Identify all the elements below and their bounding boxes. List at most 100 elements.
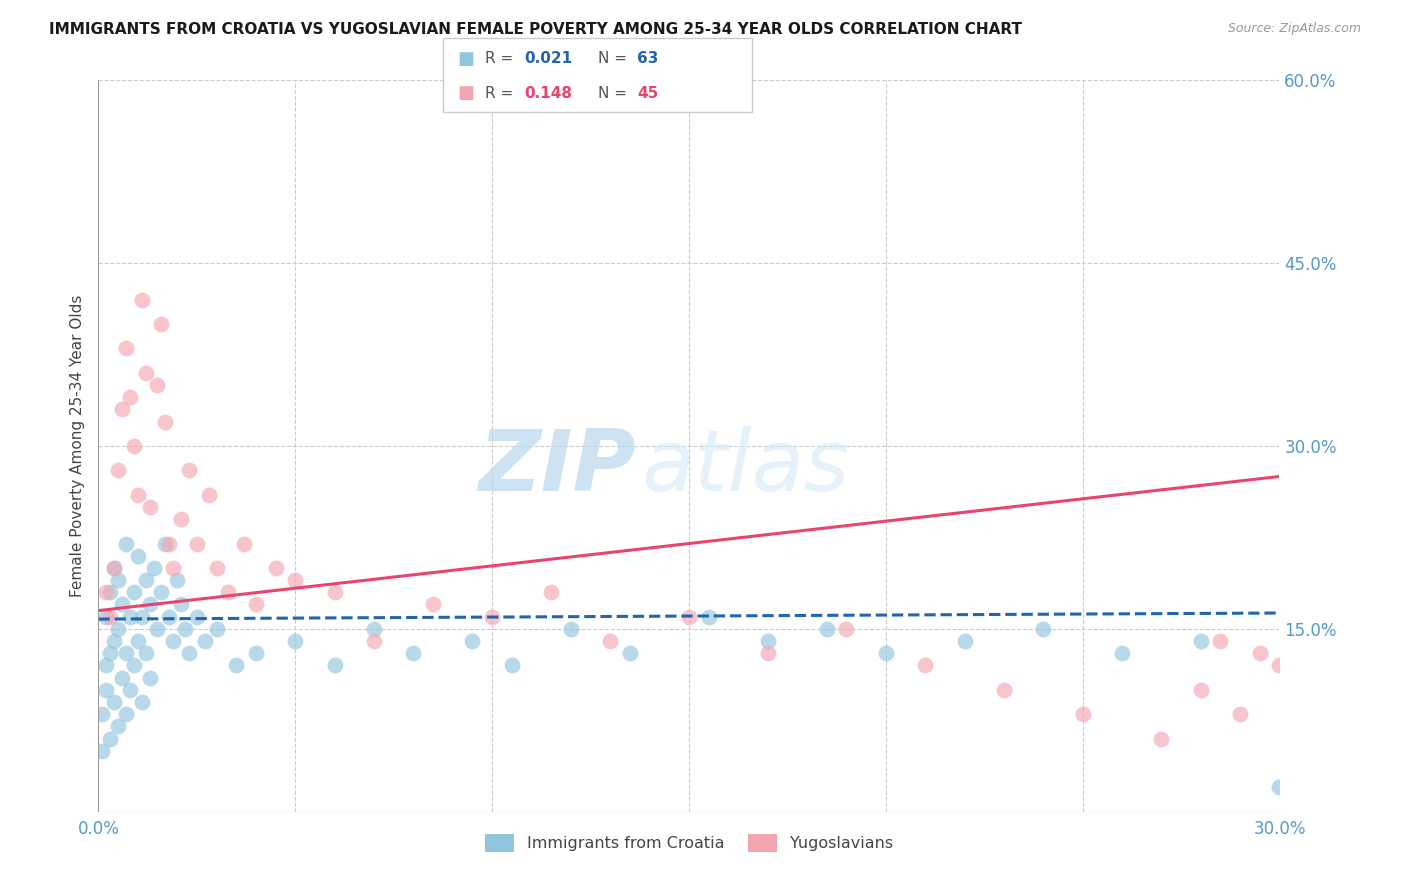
Point [170, 512, 193, 526]
Text: ■: ■ [457, 50, 474, 68]
Point [481, 609, 503, 624]
Point [875, 646, 897, 660]
Point [122, 658, 145, 673]
Y-axis label: Female Poverty Among 25-34 Year Olds: Female Poverty Among 25-34 Year Olds [69, 295, 84, 597]
Point [111, 671, 134, 685]
Point [111, 598, 134, 612]
Point [1268, 780, 1291, 795]
Point [127, 549, 149, 563]
Point [150, 317, 173, 331]
Point [155, 415, 177, 429]
Point [1150, 731, 1173, 746]
Text: 0.021: 0.021 [524, 52, 572, 66]
Point [107, 622, 129, 636]
Text: N =: N = [598, 86, 631, 101]
Point [560, 622, 582, 636]
Point [953, 634, 976, 648]
Point [115, 342, 138, 356]
Point [619, 646, 641, 660]
Point [1189, 634, 1212, 648]
Point [138, 671, 160, 685]
Text: 0.148: 0.148 [524, 86, 572, 101]
Text: Source: ZipAtlas.com: Source: ZipAtlas.com [1227, 22, 1361, 36]
Point [323, 658, 346, 673]
Point [103, 561, 125, 575]
Point [118, 609, 141, 624]
Point [1189, 682, 1212, 697]
Point [146, 378, 169, 392]
Point [131, 609, 153, 624]
Point [118, 682, 141, 697]
Point [323, 585, 346, 599]
Point [233, 536, 256, 550]
Point [162, 634, 184, 648]
Point [118, 390, 141, 404]
Point [107, 463, 129, 477]
Point [284, 634, 307, 648]
Point [501, 658, 523, 673]
Point [142, 561, 165, 575]
Point [103, 561, 125, 575]
Point [1249, 646, 1271, 660]
Point [96, 609, 118, 624]
Point [170, 598, 193, 612]
Point [135, 366, 157, 380]
Point [245, 598, 267, 612]
Point [155, 536, 177, 550]
Point [162, 561, 184, 575]
Point [756, 646, 779, 660]
Point [115, 536, 138, 550]
Point [91, 707, 114, 722]
Point [363, 622, 385, 636]
Point [756, 634, 779, 648]
Legend: Immigrants from Croatia, Yugoslavians: Immigrants from Croatia, Yugoslavians [478, 828, 900, 859]
Point [98, 646, 121, 660]
Point [422, 598, 444, 612]
Point [1268, 658, 1291, 673]
Point [914, 658, 936, 673]
Point [157, 536, 180, 550]
Point [135, 646, 157, 660]
Point [993, 682, 1015, 697]
Point [1111, 646, 1133, 660]
Point [1229, 707, 1251, 722]
Point [174, 622, 197, 636]
Point [103, 695, 125, 709]
Point [146, 622, 169, 636]
Point [115, 707, 138, 722]
Point [135, 573, 157, 587]
Point [127, 634, 149, 648]
Point [1071, 707, 1094, 722]
Point [217, 585, 239, 599]
Point [91, 744, 114, 758]
Point [205, 561, 228, 575]
Point [225, 658, 247, 673]
Text: 45: 45 [637, 86, 658, 101]
Point [186, 609, 208, 624]
Point [98, 731, 121, 746]
Point [157, 609, 180, 624]
Point [1032, 622, 1054, 636]
Point [186, 536, 208, 550]
Point [103, 634, 125, 648]
Point [264, 561, 287, 575]
Point [107, 573, 129, 587]
Point [122, 585, 145, 599]
Text: atlas: atlas [641, 426, 849, 509]
Point [177, 463, 200, 477]
Point [166, 573, 188, 587]
Point [122, 439, 145, 453]
Point [96, 658, 118, 673]
Point [363, 634, 385, 648]
Point [131, 293, 153, 307]
Point [194, 634, 217, 648]
Text: IMMIGRANTS FROM CROATIA VS YUGOSLAVIAN FEMALE POVERTY AMONG 25-34 YEAR OLDS CORR: IMMIGRANTS FROM CROATIA VS YUGOSLAVIAN F… [49, 22, 1022, 37]
Point [138, 500, 160, 514]
Point [115, 646, 138, 660]
Text: ZIP: ZIP [478, 426, 636, 509]
Point [815, 622, 838, 636]
Point [138, 598, 160, 612]
Point [205, 622, 228, 636]
Point [245, 646, 267, 660]
Point [177, 646, 200, 660]
